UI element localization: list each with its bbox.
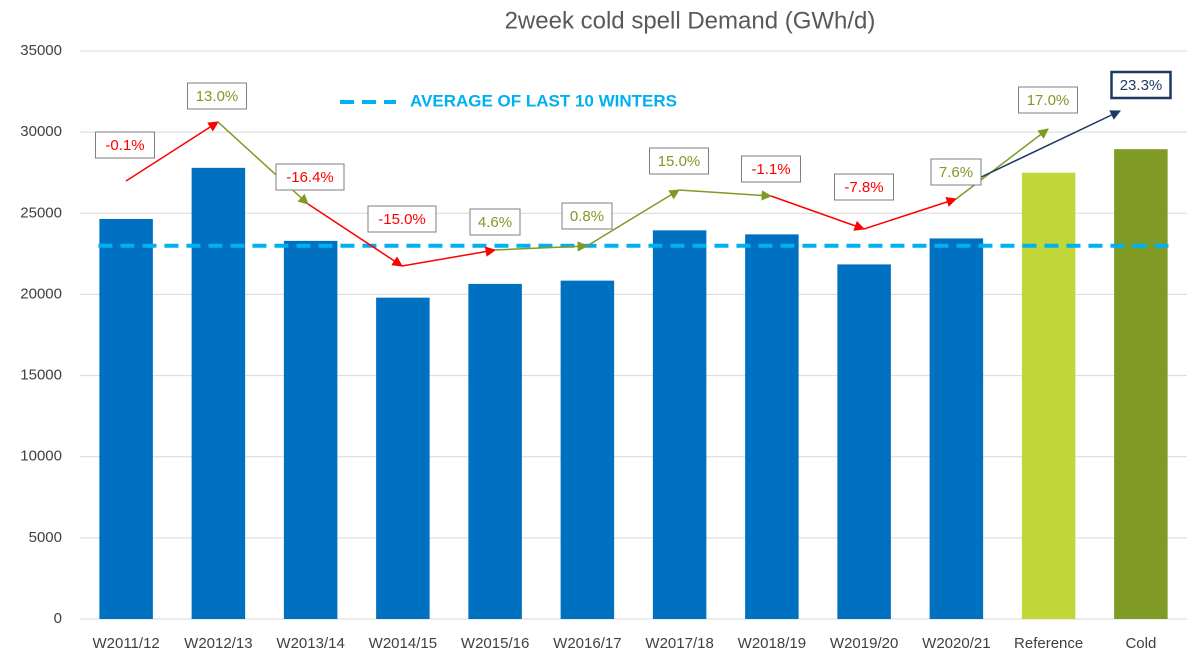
x-tick-label: W2018/19 [738,635,806,652]
annotation-label: -15.0% [378,211,426,228]
x-tick-label: Cold [1125,635,1156,652]
trend-arrow [974,110,1121,181]
annotation-label: 15.0% [658,153,701,170]
annotation-label: 13.0% [196,88,239,105]
x-tick-label: W2014/15 [369,635,437,652]
trend-arrow [955,128,1049,200]
bar [99,218,153,620]
annotation-box [561,202,613,230]
annotation-box [95,131,155,159]
bar [191,167,246,620]
annotation-label: 23.3% [1120,77,1163,94]
annotation-box [1110,70,1172,100]
annotation-label: 17.0% [1027,92,1070,109]
annotation-label: -1.1% [751,161,790,178]
trend-arrow [401,246,497,267]
bar [560,280,615,619]
x-tick-label: W2017/18 [645,635,713,652]
bar [1021,172,1076,619]
annotation-box [367,205,437,233]
annotation-box [275,163,345,191]
bar [837,264,891,619]
bar [745,234,799,619]
annotation-box [649,147,709,175]
y-tick-label: 5000 [29,529,62,546]
bar [283,240,338,620]
y-tick-label: 25000 [20,204,62,221]
x-tick-label: W2013/14 [276,635,344,652]
y-tick-label: 30000 [20,123,62,140]
annotation-label: 4.6% [478,214,512,231]
x-tick-label: W2020/21 [922,635,990,652]
annotation-label: 0.8% [570,208,604,225]
trend-arrow [586,189,680,247]
annotation-box [834,173,894,201]
annotation-box [187,82,247,110]
x-tick-label: W2019/20 [830,635,898,652]
chart-title: 2week cold spell Demand (GWh/d) [505,7,876,34]
y-tick-label: 0 [54,610,62,627]
x-tick-label: W2015/16 [461,635,529,652]
bar [1114,149,1168,619]
y-tick-label: 15000 [20,367,62,384]
annotation-label: 7.6% [939,164,973,181]
trend-arrow [125,121,219,182]
trend-arrow [678,189,773,201]
legend-label: AVERAGE OF LAST 10 WINTERS [410,91,677,110]
bar [929,238,984,619]
annotation-box [930,158,982,186]
y-tick-label: 35000 [20,42,62,59]
y-tick-label: 10000 [20,448,62,465]
annotation-box [469,208,521,236]
trend-arrow [863,196,957,230]
x-tick-label: Reference [1014,635,1083,652]
annotation-box [741,155,801,183]
y-tick-label: 20000 [20,285,62,302]
bar [652,230,707,619]
annotation-label: -7.8% [844,179,883,196]
annotation-box [1018,86,1078,114]
x-tick-label: W2016/17 [553,635,621,652]
annotation-label: -0.1% [105,137,144,154]
bar [376,297,430,619]
trend-arrow [494,241,589,252]
trend-arrow [770,195,865,231]
x-tick-label: W2011/12 [92,635,159,652]
bar [468,283,522,619]
trend-arrow [307,203,403,267]
x-tick-label: W2012/13 [184,635,252,652]
annotation-label: -16.4% [286,169,334,186]
